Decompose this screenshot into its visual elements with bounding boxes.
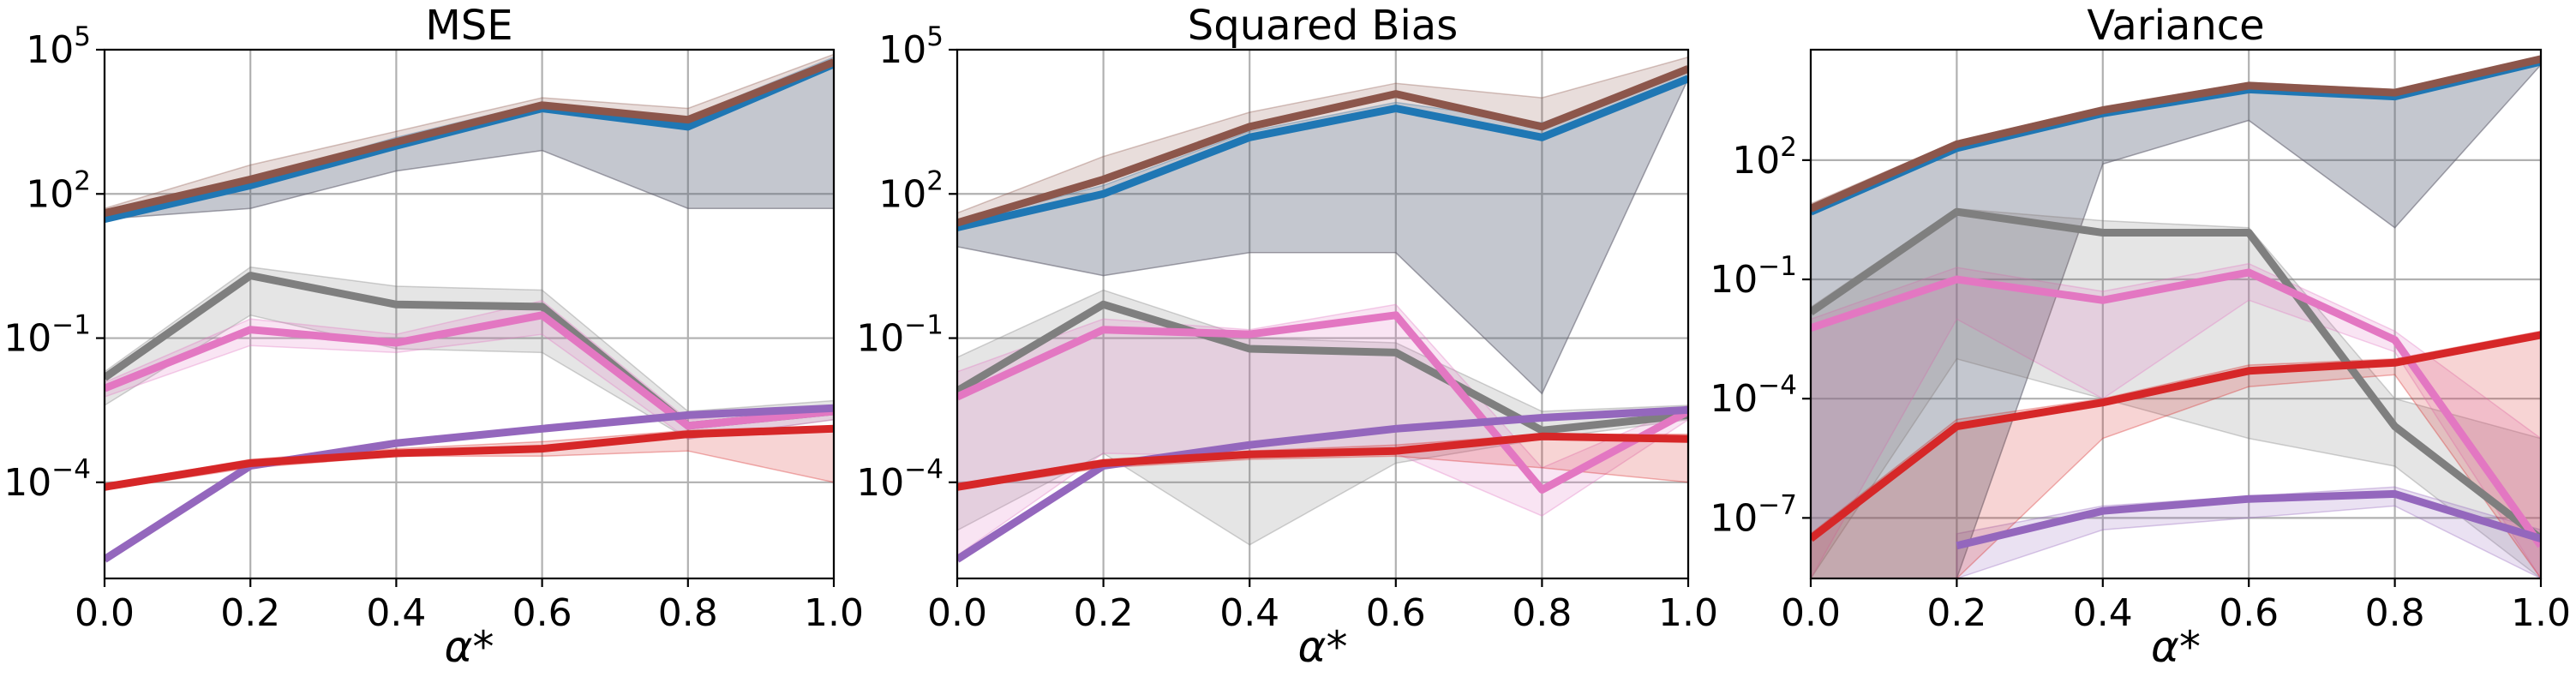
plot-area [957, 56, 1688, 563]
x-tick-label: 1.0 [2511, 591, 2571, 635]
series-line-3 [1811, 268, 2541, 548]
x-tick-label: 0.8 [2365, 591, 2425, 635]
chart-title: Squared Bias [1188, 2, 1458, 50]
y-tick-label: 10−7 [1710, 489, 1797, 540]
x-axis-label: α* [1298, 622, 1348, 672]
series-line-5 [1811, 331, 2541, 542]
confidence-band-1 [957, 68, 1688, 395]
x-tick-label: 0.4 [2073, 591, 2133, 635]
series-line-3 [957, 311, 1688, 494]
x-tick-label: 0.2 [1074, 591, 1134, 635]
series-line-2 [1811, 207, 2541, 542]
series-line-5 [105, 424, 834, 491]
y-tick-label: 10−1 [3, 310, 91, 361]
y-tick-label: 102 [1732, 132, 1797, 183]
chart-title: Variance [2087, 2, 2264, 50]
x-tick-label: 0.2 [1926, 591, 1986, 635]
x-tick-label: 0.0 [1781, 591, 1841, 635]
y-tick-label: 10−4 [3, 454, 91, 505]
y-tick-label: 105 [878, 21, 944, 72]
y-tick-label: 105 [26, 21, 91, 72]
y-tick-label: 10−4 [1710, 370, 1797, 421]
series-line-3 [105, 311, 834, 430]
x-axis-label: α* [2151, 622, 2201, 672]
series-line-6 [957, 65, 1688, 227]
confidence-band-6 [957, 56, 1688, 395]
x-tick-label: 0.6 [2219, 591, 2279, 635]
axes-frame [103, 48, 836, 580]
chart-title: MSE [425, 2, 512, 50]
x-tick-label: 0.6 [1366, 591, 1426, 635]
chart-panel-2: 0.0 0.2 0.4 0.6 0.8 1.0 10−4 10−1 102 105 Squared … [856, 2, 1718, 672]
x-tick-label: 0.2 [220, 591, 280, 635]
x-tick-label: 0.0 [75, 591, 135, 635]
plot-area [105, 53, 834, 563]
series-line-1 [957, 75, 1688, 231]
x-tick-label: 0.6 [512, 591, 572, 635]
plot-area [1811, 55, 2541, 578]
series-line-5 [957, 432, 1688, 491]
chart-panel-1: 0.0 0.2 0.4 0.6 0.8 1.0 10−4 10−1 102 105 MSE α* [3, 2, 864, 672]
x-tick-label: 0.8 [658, 591, 718, 635]
confidence-band-3 [957, 303, 1688, 557]
x-tick-label: 0.8 [1512, 591, 1572, 635]
series-line-6 [105, 58, 834, 217]
y-tick-label: 10−1 [1710, 251, 1797, 302]
y-tick-label: 102 [878, 165, 944, 216]
series-line-6 [1811, 55, 2541, 213]
axes-frame [956, 48, 1690, 580]
x-tick-label: 0.4 [366, 591, 426, 635]
confidence-band-3 [1811, 262, 2541, 578]
y-tick-label: 10−4 [856, 454, 944, 505]
chart-panel-3: 0.0 0.2 0.4 0.6 0.8 1.0 10−7 10−4 10−1 102 Varianc… [1710, 2, 2571, 672]
x-tick-label: 1.0 [804, 591, 864, 635]
series-line-4 [1956, 489, 2541, 550]
x-tick-label: 0.4 [1219, 591, 1279, 635]
y-tick-label: 10−1 [856, 310, 944, 361]
x-tick-label: 1.0 [1658, 591, 1718, 635]
series-line-4 [957, 405, 1688, 563]
confidence-band-2 [1811, 207, 2541, 578]
series-line-4 [105, 404, 834, 563]
x-axis-label: α* [445, 622, 494, 672]
x-tick-label: 0.0 [927, 591, 987, 635]
series-line-2 [957, 300, 1688, 434]
axes-frame [1809, 48, 2543, 580]
y-tick-label: 102 [26, 165, 91, 216]
